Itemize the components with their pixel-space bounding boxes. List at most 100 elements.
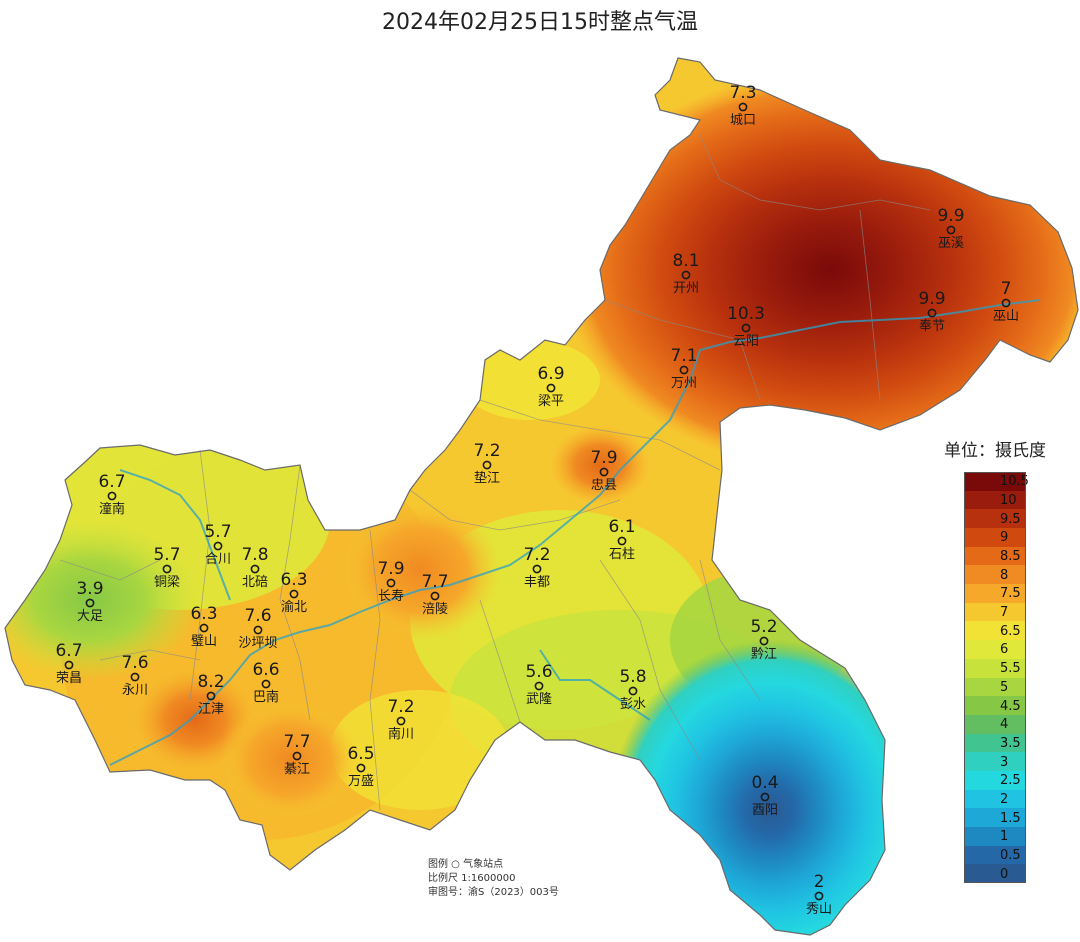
station-9: 7.9 忠县: [590, 448, 617, 493]
station-2: 8.1 开州: [672, 251, 699, 296]
station-name: 城口: [730, 113, 756, 128]
station-name: 潼南: [99, 501, 125, 517]
station-27: 5.8 彭水: [619, 667, 646, 712]
station-value: 7.9: [377, 559, 404, 579]
station-value: 7.7: [421, 572, 448, 592]
station-value: 7.6: [244, 606, 271, 626]
station-marker: [759, 636, 769, 646]
station-value: 6.3: [190, 604, 217, 624]
legend-label: 4.5: [1000, 698, 1021, 714]
station-value: 7.8: [241, 545, 268, 565]
map-scale-note: 比例尺 1:1600000: [428, 873, 516, 884]
legend-swatch: [964, 490, 1026, 510]
station-value: 6.9: [537, 364, 564, 384]
legend-label: 5.5: [1000, 661, 1021, 677]
station-name: 璧山: [191, 633, 217, 649]
station-name: 巫山: [993, 309, 1019, 324]
station-6: 6.9 梁平: [537, 364, 564, 409]
station-marker: [741, 323, 751, 333]
station-value: 7.9: [590, 448, 617, 468]
station-marker: [289, 589, 299, 599]
station-23: 7.6 永川: [121, 653, 148, 698]
legend-swatch: [964, 770, 1026, 791]
station-value: 7.1: [670, 346, 697, 366]
station-value: 8.2: [197, 672, 224, 692]
station-value: 6.6: [252, 660, 279, 680]
station-7: 7.1 万州: [670, 346, 697, 391]
station-3: 10.3 云阳: [727, 304, 765, 349]
station-value: 7.7: [283, 732, 310, 752]
station-17: 7.2 丰都: [523, 545, 550, 590]
station-value: 9.9: [918, 289, 945, 309]
station-4: 9.9 奉节: [918, 289, 945, 334]
station-marker: [814, 891, 824, 901]
station-marker: [532, 564, 542, 574]
station-1: 9.9 巫溪: [937, 206, 964, 251]
station-name: 渝北: [281, 599, 307, 615]
station-marker: [386, 578, 396, 588]
station-marker: [617, 536, 627, 546]
station-29: 7.2 南川: [387, 697, 414, 742]
station-name: 永川: [122, 683, 148, 698]
station-name: 沙坪坝: [238, 636, 277, 651]
station-19: 3.9 大足: [76, 579, 103, 624]
station-name: 忠县: [591, 478, 617, 493]
legend-label: 7.5: [1000, 586, 1021, 602]
station-value: 7.2: [523, 545, 550, 565]
map-title: 2024年02月25日15时整点气温: [382, 10, 698, 35]
legend-label: 3: [1000, 754, 1009, 770]
legend-unit-title: 单位：摄氏度: [944, 441, 1046, 461]
legend-swatch: [964, 733, 1026, 753]
station-name: 合川: [205, 552, 231, 567]
legend-swatch: [964, 789, 1026, 809]
station-marker: [213, 541, 223, 551]
station-name: 綦江: [284, 762, 310, 777]
station-marker: [738, 102, 748, 112]
weather-stations: 7.3城口9.9巫溪8.1开州10.3云阳9.9奉节7巫山6.9梁平7.1万州7…: [55, 83, 1019, 917]
station-name: 黔江: [751, 647, 777, 662]
station-value: 5.7: [153, 545, 180, 565]
legend-label: 1.5: [1000, 810, 1021, 826]
station-20: 6.3 璧山: [190, 604, 217, 649]
legend-frame: [964, 472, 1026, 883]
legend-swatch: [964, 714, 1026, 735]
station-5: 7 巫山: [993, 279, 1019, 324]
station-marker: [679, 365, 689, 375]
station-marker: [396, 716, 406, 726]
legend-label: 8.5: [1000, 549, 1021, 565]
legend-swatch: [964, 472, 1026, 492]
station-name: 巴南: [253, 689, 279, 705]
station-value: 5.7: [204, 522, 231, 542]
legend-label: 1: [1000, 829, 1009, 845]
map-info-block: 图例 ○ 气象站点 比例尺 1:1600000 审图号：渝S（2023）003号: [428, 858, 559, 900]
station-value: 7.2: [387, 697, 414, 717]
legend-swatch: [964, 808, 1026, 828]
station-value: 7.3: [729, 83, 756, 103]
station-30: 7.7 綦江: [283, 732, 310, 777]
station-value: 6.7: [55, 641, 82, 661]
legend-swatch: [964, 658, 1026, 678]
map-approval-note: 审图号：渝S（2023）003号: [428, 887, 559, 898]
station-value: 0.4: [751, 773, 778, 793]
station-name: 垫江: [474, 470, 500, 486]
legend-label: 4: [1000, 717, 1009, 733]
station-marker: [430, 591, 440, 601]
legend-swatch: [964, 546, 1026, 566]
station-8: 7.2 垫江: [473, 441, 500, 486]
station-marker: [927, 308, 937, 318]
station-name: 彭水: [620, 697, 646, 712]
station-name: 荣昌: [56, 671, 82, 686]
station-name: 梁平: [538, 394, 564, 409]
station-marker: [253, 625, 263, 635]
station-33: 2 秀山: [806, 872, 832, 917]
station-22: 6.7 荣昌: [55, 641, 82, 686]
legend-swatch: [964, 677, 1026, 697]
station-marker: [681, 270, 691, 280]
legend-swatch: [964, 528, 1026, 548]
station-name: 巫溪: [938, 236, 964, 251]
district-boundaries: [59, 134, 931, 811]
station-marker: [356, 763, 366, 773]
station-marker: [64, 660, 74, 670]
station-name: 万盛: [348, 774, 374, 789]
